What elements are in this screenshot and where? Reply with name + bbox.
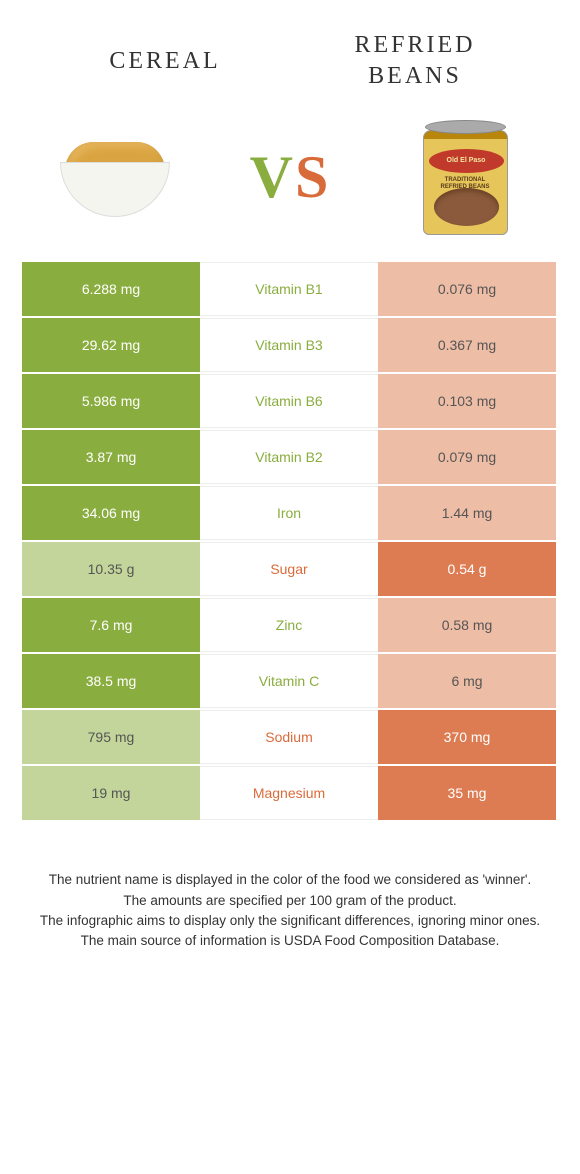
nutrient-name: Vitamin B2: [200, 430, 378, 484]
left-value: 3.87 mg: [22, 430, 200, 484]
footer-notes: The nutrient name is displayed in the co…: [30, 870, 550, 951]
nutrient-name: Vitamin B3: [200, 318, 378, 372]
footer-line: The infographic aims to display only the…: [30, 911, 550, 931]
right-value: 370 mg: [378, 710, 556, 764]
left-food-title: CEREAL: [40, 48, 290, 75]
cereal-image: [40, 122, 190, 232]
left-value: 29.62 mg: [22, 318, 200, 372]
left-value: 10.35 g: [22, 542, 200, 596]
nutrient-name: Sodium: [200, 710, 378, 764]
right-value: 35 mg: [378, 766, 556, 820]
right-value: 0.103 mg: [378, 374, 556, 428]
table-row: 5.986 mgVitamin B60.103 mg: [22, 374, 558, 428]
right-value: 0.076 mg: [378, 262, 556, 316]
right-value: 0.58 mg: [378, 598, 556, 652]
beans-image: Old El Paso TRADITIONALREFRIED BEANS: [390, 122, 540, 232]
nutrient-name: Iron: [200, 486, 378, 540]
left-value: 6.288 mg: [22, 262, 200, 316]
left-value: 34.06 mg: [22, 486, 200, 540]
right-value: 0.367 mg: [378, 318, 556, 372]
nutrient-name: Zinc: [200, 598, 378, 652]
left-value: 5.986 mg: [22, 374, 200, 428]
table-row: 7.6 mgZinc0.58 mg: [22, 598, 558, 652]
vs-s: S: [295, 144, 330, 210]
right-value: 6 mg: [378, 654, 556, 708]
nutrient-name: Magnesium: [200, 766, 378, 820]
cereal-bowl-icon: [50, 137, 180, 217]
nutrient-name: Vitamin B6: [200, 374, 378, 428]
footer-line: The amounts are specified per 100 gram o…: [30, 891, 550, 911]
left-value: 38.5 mg: [22, 654, 200, 708]
beans-can-icon: Old El Paso TRADITIONALREFRIED BEANS: [423, 120, 508, 235]
table-row: 34.06 mgIron1.44 mg: [22, 486, 558, 540]
table-row: 29.62 mgVitamin B30.367 mg: [22, 318, 558, 372]
table-row: 3.87 mgVitamin B20.079 mg: [22, 430, 558, 484]
nutrient-name: Sugar: [200, 542, 378, 596]
right-value: 0.079 mg: [378, 430, 556, 484]
table-row: 19 mgMagnesium35 mg: [22, 766, 558, 820]
right-food-title: REFRIEDBEANS: [290, 30, 540, 92]
footer-line: The nutrient name is displayed in the co…: [30, 870, 550, 890]
table-row: 10.35 gSugar0.54 g: [22, 542, 558, 596]
table-row: 6.288 mgVitamin B10.076 mg: [22, 262, 558, 316]
images-row: VS Old El Paso TRADITIONALREFRIED BEANS: [0, 112, 580, 262]
vs-v: V: [250, 144, 295, 210]
nutrient-name: Vitamin C: [200, 654, 378, 708]
nutrient-table: 6.288 mgVitamin B10.076 mg29.62 mgVitami…: [22, 262, 558, 820]
right-value: 0.54 g: [378, 542, 556, 596]
nutrient-name: Vitamin B1: [200, 262, 378, 316]
left-value: 795 mg: [22, 710, 200, 764]
table-row: 38.5 mgVitamin C6 mg: [22, 654, 558, 708]
left-value: 19 mg: [22, 766, 200, 820]
header: CEREAL REFRIEDBEANS: [0, 0, 580, 112]
vs-label: VS: [250, 143, 331, 212]
table-row: 795 mgSodium370 mg: [22, 710, 558, 764]
footer-line: The main source of information is USDA F…: [30, 931, 550, 951]
left-value: 7.6 mg: [22, 598, 200, 652]
right-value: 1.44 mg: [378, 486, 556, 540]
